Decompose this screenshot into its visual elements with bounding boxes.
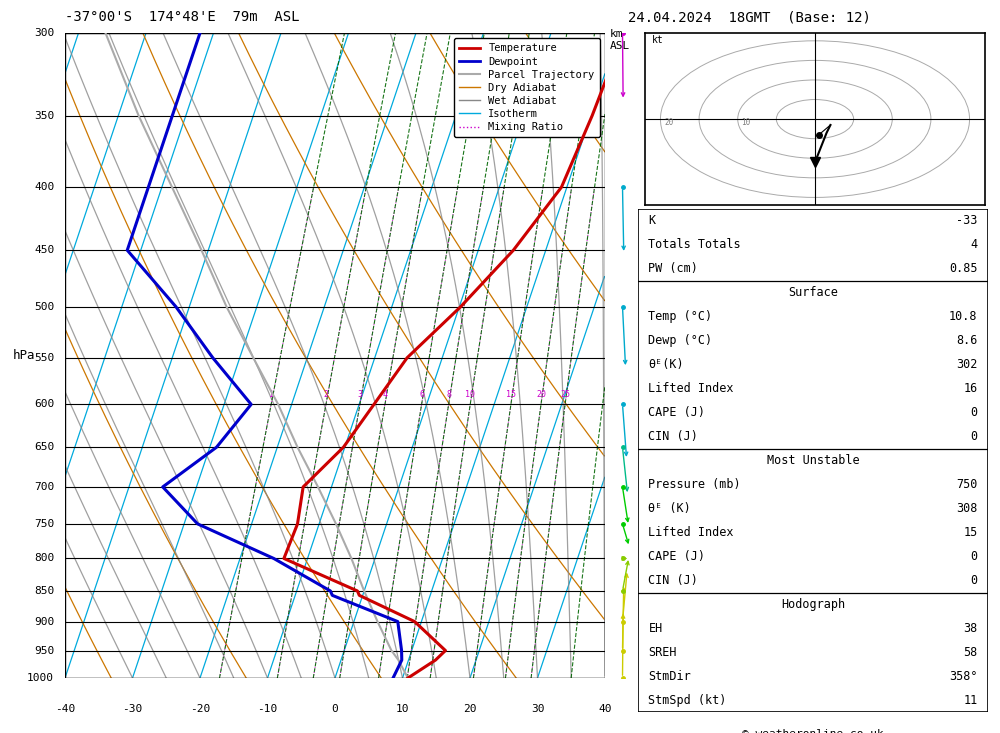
Text: 1000: 1000 xyxy=(27,673,54,683)
Text: 58: 58 xyxy=(963,646,978,659)
Text: -10: -10 xyxy=(257,704,278,714)
Text: 358°: 358° xyxy=(949,670,978,683)
Text: 650: 650 xyxy=(34,442,54,452)
Text: PW (cm): PW (cm) xyxy=(648,262,698,276)
Text: hPa: hPa xyxy=(13,349,36,362)
Text: 5: 5 xyxy=(616,362,623,372)
Text: StmSpd (kt): StmSpd (kt) xyxy=(648,694,727,707)
Text: 15: 15 xyxy=(963,526,978,539)
Text: 2: 2 xyxy=(323,390,328,399)
Text: 900: 900 xyxy=(34,616,54,627)
Text: 0: 0 xyxy=(970,406,978,419)
Text: -33: -33 xyxy=(956,214,978,227)
Text: 3: 3 xyxy=(616,491,623,501)
Text: 6: 6 xyxy=(616,274,623,284)
Text: 0: 0 xyxy=(970,574,978,587)
Text: 350: 350 xyxy=(34,111,54,120)
Text: 500: 500 xyxy=(34,302,54,312)
Text: © weatheronline.co.uk: © weatheronline.co.uk xyxy=(742,729,884,733)
Text: 10.8: 10.8 xyxy=(949,310,978,323)
Text: 400: 400 xyxy=(34,182,54,192)
Text: EH: EH xyxy=(648,622,663,635)
Text: 38: 38 xyxy=(963,622,978,635)
Text: 20: 20 xyxy=(536,390,546,399)
Text: 850: 850 xyxy=(34,586,54,596)
Text: 10: 10 xyxy=(396,704,409,714)
Text: 30: 30 xyxy=(531,704,544,714)
Text: 4: 4 xyxy=(616,427,623,437)
Text: Lifted Index: Lifted Index xyxy=(648,526,734,539)
Text: Surface: Surface xyxy=(788,287,838,299)
Text: 302: 302 xyxy=(956,358,978,372)
Text: 10: 10 xyxy=(465,390,475,399)
Text: 6: 6 xyxy=(419,390,424,399)
Text: 308: 308 xyxy=(956,502,978,515)
Text: -40: -40 xyxy=(55,704,75,714)
Text: CIN (J): CIN (J) xyxy=(648,574,698,587)
Text: 20: 20 xyxy=(463,704,477,714)
Text: -30: -30 xyxy=(122,704,143,714)
Text: SREH: SREH xyxy=(648,646,677,659)
Text: Dewp (°C): Dewp (°C) xyxy=(648,334,713,347)
Text: Most Unstable: Most Unstable xyxy=(767,454,859,467)
Text: 450: 450 xyxy=(34,246,54,255)
Text: 15: 15 xyxy=(506,390,516,399)
Text: 0: 0 xyxy=(332,704,338,714)
Text: θᴱ (K): θᴱ (K) xyxy=(648,502,691,515)
Text: -20: -20 xyxy=(190,704,210,714)
Text: StmDir: StmDir xyxy=(648,670,691,683)
Text: CAPE (J): CAPE (J) xyxy=(648,406,706,419)
Text: 8: 8 xyxy=(616,42,623,52)
Text: 0.85: 0.85 xyxy=(949,262,978,276)
Text: 24.04.2024  18GMT  (Base: 12): 24.04.2024 18GMT (Base: 12) xyxy=(628,10,871,24)
Text: 25: 25 xyxy=(560,390,570,399)
Text: Hodograph: Hodograph xyxy=(781,598,845,611)
Text: 950: 950 xyxy=(34,646,54,655)
Text: 2: 2 xyxy=(616,564,623,573)
Text: Temp (°C): Temp (°C) xyxy=(648,310,713,323)
Text: 3: 3 xyxy=(357,390,362,399)
Text: θᴱ(K): θᴱ(K) xyxy=(648,358,684,372)
Text: 20: 20 xyxy=(664,118,674,127)
Text: 750: 750 xyxy=(956,478,978,491)
Text: 1: 1 xyxy=(269,390,274,399)
Text: K: K xyxy=(648,214,656,227)
Text: 700: 700 xyxy=(34,482,54,492)
Text: CIN (J): CIN (J) xyxy=(648,430,698,443)
Text: -37°00'S  174°48'E  79m  ASL: -37°00'S 174°48'E 79m ASL xyxy=(65,10,300,24)
Text: 600: 600 xyxy=(34,399,54,409)
Text: 550: 550 xyxy=(34,353,54,363)
Text: 0: 0 xyxy=(970,430,978,443)
Text: Mixing Ratio (g/kg): Mixing Ratio (g/kg) xyxy=(654,292,664,419)
Text: 7: 7 xyxy=(616,221,623,231)
Text: 10: 10 xyxy=(742,118,751,127)
Text: 8.6: 8.6 xyxy=(956,334,978,347)
Text: 4: 4 xyxy=(382,390,387,399)
Text: 8: 8 xyxy=(446,390,451,399)
Text: 16: 16 xyxy=(963,382,978,395)
Legend: Temperature, Dewpoint, Parcel Trajectory, Dry Adiabat, Wet Adiabat, Isotherm, Mi: Temperature, Dewpoint, Parcel Trajectory… xyxy=(454,38,600,137)
Text: kt: kt xyxy=(652,35,664,45)
Text: 300: 300 xyxy=(34,28,54,38)
Text: 1: 1 xyxy=(616,622,623,633)
Text: 750: 750 xyxy=(34,519,54,529)
Text: 40: 40 xyxy=(598,704,612,714)
Text: km
ASL: km ASL xyxy=(610,29,630,51)
Text: 4: 4 xyxy=(970,238,978,251)
Text: CAPE (J): CAPE (J) xyxy=(648,550,706,563)
Text: 0: 0 xyxy=(970,550,978,563)
Text: LCL: LCL xyxy=(616,655,636,665)
Text: Pressure (mb): Pressure (mb) xyxy=(648,478,741,491)
Text: 11: 11 xyxy=(963,694,978,707)
Text: Lifted Index: Lifted Index xyxy=(648,382,734,395)
Text: 800: 800 xyxy=(34,553,54,564)
Text: Totals Totals: Totals Totals xyxy=(648,238,741,251)
